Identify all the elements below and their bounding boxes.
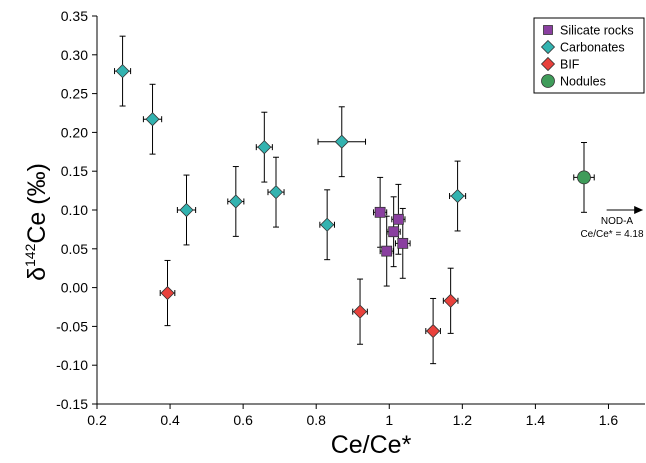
data-points [115,64,591,339]
annotation-value: Ce/Ce* = 4.18 [580,229,644,240]
carbonates-point [450,188,465,204]
carbonates-point [320,217,335,232]
y-tick-label: 0.05 [61,241,88,257]
legend-label-nodules: Nodules [560,75,606,89]
y-axis-title-superscript: 142 [22,243,38,267]
y-tick-label: 0.35 [61,8,88,24]
y-axis-title: δ142Ce (‰) [22,163,51,281]
y-tick-label: 0.25 [61,86,88,102]
error-bars [114,35,595,365]
silicate-rocks-point [397,237,409,249]
bif-point [352,304,368,319]
carbonates-point [334,134,349,149]
legend-marker-carbonates [540,39,556,55]
y-axis-title-suffix: Ce (‰) [23,163,51,244]
legend: Silicate rocks Carbonates BIF Nodules [533,17,645,94]
y-tick-label: 0.20 [61,124,88,140]
y-tick-label: 0.30 [61,47,88,63]
legend-label-silicate-rocks: Silicate rocks [560,24,634,38]
silicate-rocks-point [392,213,404,225]
silicate-rocks-point [388,226,400,238]
legend-marker-nodules [541,74,555,88]
annotation: NOD-A Ce/Ce* = 4.18 [580,206,644,240]
x-tick-label: 1.4 [526,412,546,428]
x-axis-title: Ce/Ce* [331,431,412,459]
bif-point [426,323,441,339]
x-tick-label: 0.4 [160,412,180,428]
carbonates-point [145,112,160,127]
x-tick-label: 1 [385,412,393,428]
x-tick-label: 0.8 [306,412,326,428]
x-tick-label: 0.6 [233,412,253,428]
x-tick-label: 0.2 [87,412,107,428]
y-tick-label: -0.05 [56,318,88,334]
axis-ticks: 0.2 0.4 0.6 0.8 1 1.2 1.4 1.6 -0.15 -0.10 -0.05 0.0… [56,8,618,428]
silicate-rocks-point [381,245,393,257]
carbonates-point [179,202,194,218]
y-tick-label: -0.10 [56,357,88,373]
x-tick-label: 1.2 [453,412,473,428]
y-tick-label: 0.10 [61,202,88,218]
legend-marker-silicate-rocks [543,25,553,35]
carbonates-point [268,185,284,200]
y-axis-title-prefix: δ [23,267,51,281]
arrow-head-icon [634,206,644,214]
y-tick-label: 0.00 [61,280,88,296]
carbonates-point [115,64,130,79]
silicate-rocks-point [374,206,386,218]
x-tick-label: 1.6 [599,412,619,428]
bif-point [443,293,458,308]
y-tick-label: -0.15 [56,396,88,412]
legend-label-carbonates: Carbonates [560,41,625,55]
carbonates-point [257,140,272,155]
y-tick-label: 0.15 [61,163,88,179]
nodules-point [577,170,591,185]
legend-marker-bif [540,56,556,72]
carbonates-point [228,194,243,209]
legend-label-bif: BIF [560,58,580,72]
bif-point [160,285,175,301]
annotation-label: NOD-A [601,216,634,227]
